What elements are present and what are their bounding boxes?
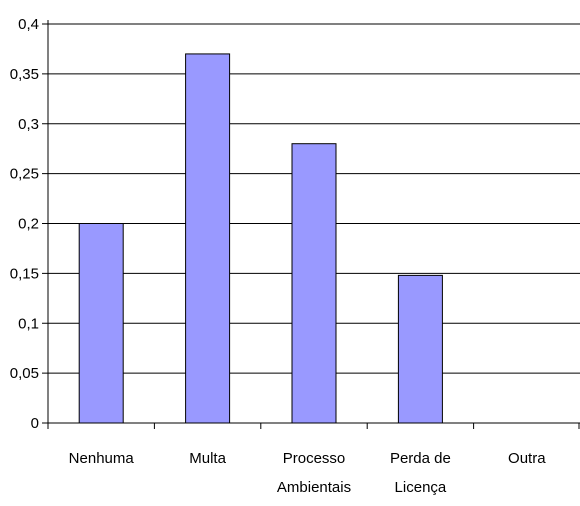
x-category-label: Processo Ambientais xyxy=(277,450,351,496)
bar xyxy=(185,53,231,424)
x-category-label: Multa xyxy=(189,450,226,467)
bars xyxy=(78,53,443,424)
y-tick-label: 0 xyxy=(31,415,39,432)
x-category-label: Outra xyxy=(508,450,546,467)
x-category-label: Perda de Licença xyxy=(390,450,451,496)
y-tick-label: 0,3 xyxy=(18,116,39,133)
y-tick-label: 0,35 xyxy=(10,66,39,83)
y-tick-labels: 0 0,05 0,1 0,15 0,2 0,25 0,3 0,35 0,4 xyxy=(10,16,39,432)
y-tick-label: 0,15 xyxy=(10,265,39,282)
y-tick-label: 0,1 xyxy=(18,315,39,332)
y-tick-label: 0,05 xyxy=(10,365,39,382)
axes xyxy=(42,20,580,429)
y-tick-label: 0,25 xyxy=(10,166,39,183)
bar xyxy=(397,274,443,424)
y-tick-label: 0,4 xyxy=(18,16,39,33)
x-category-label: Nenhuma xyxy=(69,450,135,467)
bar xyxy=(291,143,337,424)
y-tick-label: 0,2 xyxy=(18,216,39,233)
bar xyxy=(78,223,124,424)
x-category-labels: Nenhuma Multa Processo Ambientais Perda de Li… xyxy=(69,450,547,496)
